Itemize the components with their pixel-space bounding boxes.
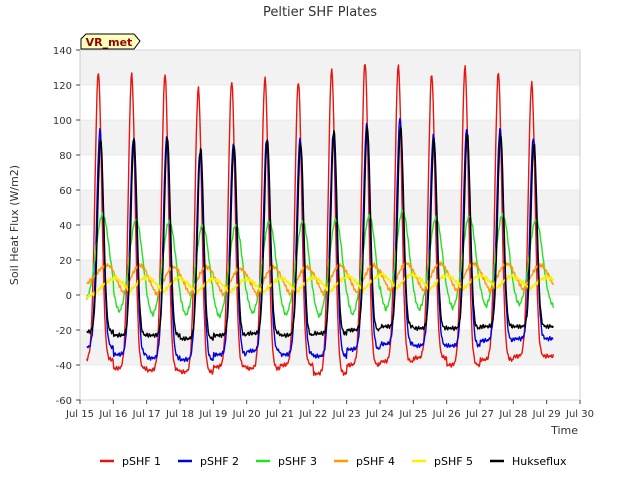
y-axis-ticks: -60 -40 -20 0 20 40 60 80 100 120 140 <box>53 46 80 407</box>
x-axis-ticks: Jul 15 Jul 16 Jul 17 Jul 18 Jul 19 Jul 20 Jul … <box>65 400 594 420</box>
x-tick-label: Jul 16 <box>98 409 127 420</box>
x-tick-label: Jul 18 <box>165 409 194 420</box>
y-tick-label: 100 <box>53 116 72 127</box>
series-layer <box>85 63 555 377</box>
legend: pSHF 1 pSHF 2 pSHF 3 pSHF 4 pSHF 5 Hukseflux <box>100 455 567 468</box>
badge-shape <box>80 33 141 50</box>
x-tick-label: Jul 23 <box>332 409 361 420</box>
legend-label: pSHF 5 <box>434 455 473 468</box>
series-line-2 <box>86 117 554 363</box>
series-line-3 <box>85 209 555 319</box>
plot-band <box>80 295 580 330</box>
x-tick-label: Jul 28 <box>498 409 527 420</box>
x-tick-label: Jul 29 <box>532 409 561 420</box>
x-tick-label: Jul 15 <box>65 409 94 420</box>
x-tick-label: Jul 30 <box>565 409 594 420</box>
x-tick-label: Jul 27 <box>465 409 494 420</box>
y-tick-label: 20 <box>59 256 72 267</box>
legend-label: Hukseflux <box>512 455 567 468</box>
x-tick-label: Jul 19 <box>198 409 227 420</box>
badge-label: VR_met <box>86 36 133 49</box>
series-line-5 <box>85 272 555 300</box>
x-tick-label: Jul 21 <box>265 409 294 420</box>
legend-label: pSHF 1 <box>122 455 161 468</box>
x-axis-label: Time <box>550 424 578 437</box>
series-line-6 <box>86 125 554 342</box>
chart-title: Peltier SHF Plates <box>263 5 377 20</box>
y-tick-label: -20 <box>56 326 72 337</box>
vr-met-badge: VR_met <box>80 33 141 50</box>
x-tick-label: Jul 22 <box>298 409 327 420</box>
y-axis-label: Soil Heat Flux (W/m2) <box>8 165 21 285</box>
x-tick-label: Jul 25 <box>398 409 427 420</box>
plot-band <box>80 50 580 85</box>
plot-band <box>80 155 580 190</box>
plot-band <box>80 365 580 400</box>
y-tick-label: 60 <box>59 186 72 197</box>
y-tick-label: 40 <box>59 221 72 232</box>
y-tick-label: 80 <box>59 151 72 162</box>
plot-band <box>80 330 580 365</box>
x-tick-label: Jul 20 <box>232 409 261 420</box>
x-tick-label: Jul 24 <box>365 409 394 420</box>
x-tick-label: Jul 26 <box>432 409 461 420</box>
y-tick-label: 120 <box>53 81 72 92</box>
x-tick-label: Jul 17 <box>132 409 161 420</box>
y-tick-label: 140 <box>53 46 72 57</box>
y-tick-label: -60 <box>56 396 72 407</box>
legend-label: pSHF 4 <box>356 455 395 468</box>
series-line-1 <box>86 63 555 377</box>
series-line-4 <box>86 261 554 298</box>
legend-label: pSHF 2 <box>200 455 239 468</box>
y-tick-label: -40 <box>56 361 72 372</box>
legend-label: pSHF 3 <box>278 455 317 468</box>
y-tick-label: 0 <box>66 291 72 302</box>
